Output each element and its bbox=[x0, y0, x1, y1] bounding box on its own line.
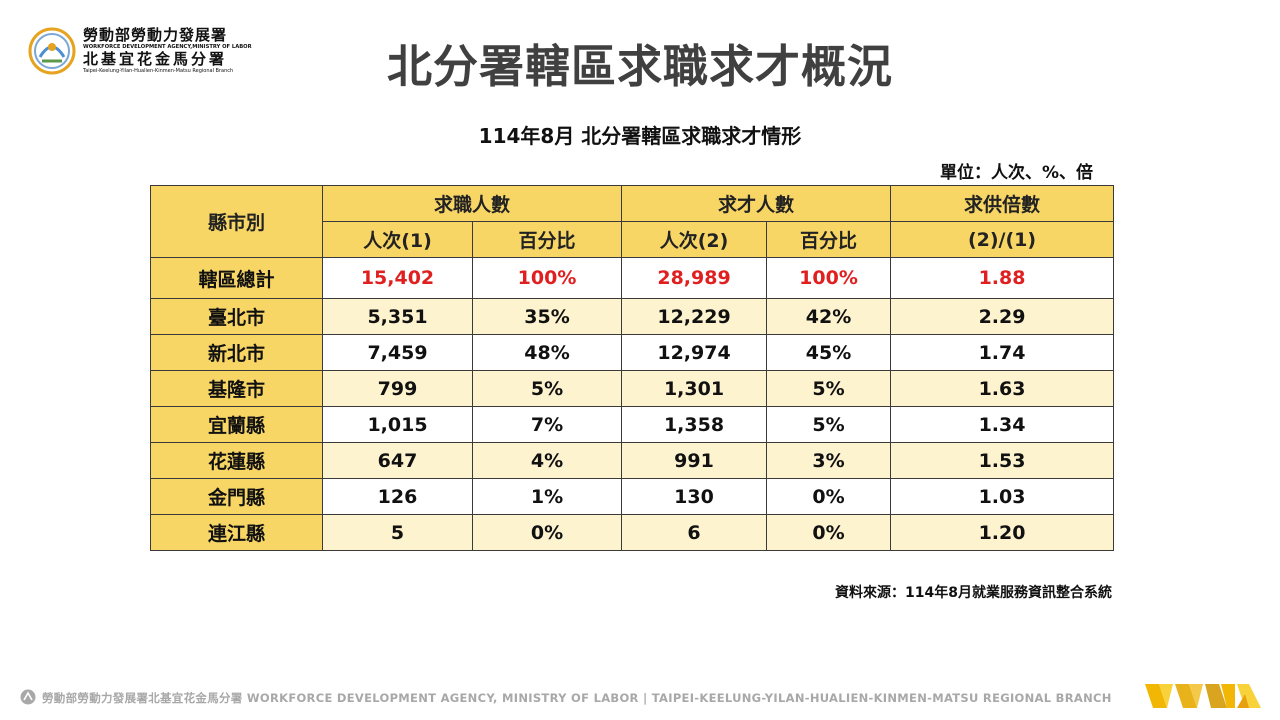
county-cell: 宜蘭縣 bbox=[150, 406, 323, 443]
table-row: 宜蘭縣 1,015 7% 1,358 5% 1.34 bbox=[150, 406, 1115, 443]
brand-mark-icon bbox=[1145, 684, 1261, 708]
ratio-cell: 1.74 bbox=[890, 334, 1115, 371]
agency-footer-icon bbox=[20, 689, 36, 705]
vacancies-cell: 130 bbox=[621, 478, 768, 515]
seekers-cell: 5 bbox=[322, 514, 473, 551]
vacancies-cell: 1,301 bbox=[621, 370, 768, 407]
seekers-pct-cell: 0% bbox=[471, 514, 623, 551]
seekers-cell: 15,402 bbox=[322, 257, 473, 299]
vacancies-pct-cell: 5% bbox=[766, 370, 892, 407]
total-row: 轄區總計 15,402 100% 28,989 100% 1.88 bbox=[150, 257, 1115, 299]
seekers-pct-cell: 1% bbox=[471, 478, 623, 515]
header-county: 縣市別 bbox=[150, 185, 323, 258]
employment-table: 縣市別 求職人數 求才人數 求供倍數 人次(1) 百分比 人次(2) 百分比 (… bbox=[150, 185, 1115, 551]
county-cell: 金門縣 bbox=[150, 478, 323, 515]
logo-line-2: WORKFORCE DEVELOPMENT AGENCY,MINISTRY OF… bbox=[83, 44, 252, 50]
ratio-cell: 2.29 bbox=[890, 298, 1115, 335]
header-seekers-count: 人次(1) bbox=[322, 221, 473, 258]
vacancies-pct-cell: 100% bbox=[766, 257, 892, 299]
table-row: 金門縣 126 1% 130 0% 1.03 bbox=[150, 478, 1115, 515]
header-vacancies-count: 人次(2) bbox=[621, 221, 768, 258]
vacancies-pct-cell: 45% bbox=[766, 334, 892, 371]
logo-line-4: Taipei-Keelung-Yilan-Hualien-Kinmen-Mats… bbox=[83, 68, 234, 74]
vacancies-pct-cell: 0% bbox=[766, 478, 892, 515]
footer: 勞動部勞動力發展署北基宜花金馬分署 WORKFORCE DEVELOPMENT … bbox=[20, 688, 1140, 708]
vacancies-pct-cell: 5% bbox=[766, 406, 892, 443]
table-row: 連江縣 5 0% 6 0% 1.20 bbox=[150, 514, 1115, 551]
county-cell: 臺北市 bbox=[150, 298, 323, 335]
ratio-cell: 1.53 bbox=[890, 442, 1115, 479]
county-cell: 花蓮縣 bbox=[150, 442, 323, 479]
ratio-cell: 1.63 bbox=[890, 370, 1115, 407]
header-seekers-pct: 百分比 bbox=[471, 221, 623, 258]
vacancies-cell: 12,229 bbox=[621, 298, 768, 335]
header-ratio: 求供倍數 bbox=[890, 185, 1115, 222]
seekers-pct-cell: 48% bbox=[471, 334, 623, 371]
vacancies-cell: 1,358 bbox=[621, 406, 768, 443]
seekers-pct-cell: 35% bbox=[471, 298, 623, 335]
vacancies-pct-cell: 42% bbox=[766, 298, 892, 335]
footer-text: 勞動部勞動力發展署北基宜花金馬分署 WORKFORCE DEVELOPMENT … bbox=[42, 691, 1112, 705]
unit-label: 單位：人次、%、倍 bbox=[939, 163, 1093, 183]
vacancies-cell: 12,974 bbox=[621, 334, 768, 371]
seekers-cell: 647 bbox=[322, 442, 473, 479]
header-ratio-formula: (2)/(1) bbox=[890, 221, 1115, 258]
table-title: 114年8月 北分署轄區求職求才情形 bbox=[478, 124, 802, 148]
seekers-pct-cell: 4% bbox=[471, 442, 623, 479]
header-seekers: 求職人數 bbox=[321, 185, 623, 222]
vacancies-pct-cell: 0% bbox=[766, 514, 892, 551]
table-row: 新北市 7,459 48% 12,974 45% 1.74 bbox=[150, 334, 1115, 371]
vacancies-cell: 28,989 bbox=[621, 257, 768, 299]
header-vacancies: 求才人數 bbox=[621, 185, 892, 222]
table-row: 臺北市 5,351 35% 12,229 42% 2.29 bbox=[150, 298, 1115, 335]
county-cell: 轄區總計 bbox=[150, 257, 323, 299]
seekers-pct-cell: 7% bbox=[471, 406, 623, 443]
agency-logo: 勞動部勞動力發展署 WORKFORCE DEVELOPMENT AGENCY,M… bbox=[28, 27, 278, 79]
logo-line-3: 北基宜花金馬分署 bbox=[83, 50, 228, 68]
table-row: 基隆市 799 5% 1,301 5% 1.63 bbox=[150, 370, 1115, 407]
seekers-cell: 799 bbox=[322, 370, 473, 407]
seekers-cell: 1,015 bbox=[322, 406, 473, 443]
header-vacancies-pct: 百分比 bbox=[766, 221, 892, 258]
vacancies-pct-cell: 3% bbox=[766, 442, 892, 479]
ratio-cell: 1.34 bbox=[890, 406, 1115, 443]
county-cell: 新北市 bbox=[150, 334, 323, 371]
table-row: 花蓮縣 647 4% 991 3% 1.53 bbox=[150, 442, 1115, 479]
header-row-1: 縣市別 求職人數 求才人數 求供倍數 bbox=[150, 185, 1115, 258]
page-title: 北分署轄區求職求才概況 bbox=[386, 40, 893, 93]
header-row-2: 人次(1) 百分比 人次(2) 百分比 (2)/(1) bbox=[151, 221, 1115, 258]
logo-line-1: 勞動部勞動力發展署 bbox=[83, 26, 228, 44]
county-cell: 連江縣 bbox=[150, 514, 323, 551]
ratio-cell: 1.03 bbox=[890, 478, 1115, 515]
vacancies-cell: 6 bbox=[621, 514, 768, 551]
seekers-cell: 126 bbox=[322, 478, 473, 515]
county-cell: 基隆市 bbox=[150, 370, 323, 407]
seekers-cell: 7,459 bbox=[322, 334, 473, 371]
agency-emblem-icon bbox=[28, 27, 76, 75]
seekers-cell: 5,351 bbox=[322, 298, 473, 335]
ratio-cell: 1.88 bbox=[890, 257, 1115, 299]
seekers-pct-cell: 100% bbox=[471, 257, 623, 299]
data-source: 資料來源：114年8月就業服務資訊整合系統 bbox=[835, 585, 1112, 601]
ratio-cell: 1.20 bbox=[890, 514, 1115, 551]
vacancies-cell: 991 bbox=[621, 442, 768, 479]
seekers-pct-cell: 5% bbox=[471, 370, 623, 407]
